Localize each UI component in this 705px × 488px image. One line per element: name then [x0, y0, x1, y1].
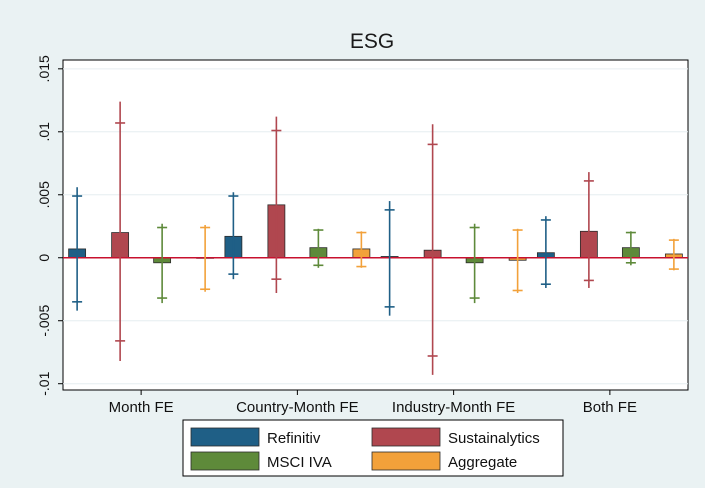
grid-lines	[63, 68, 688, 385]
legend-label: Aggregate	[448, 454, 517, 471]
legend-label: Sustainalytics	[448, 430, 540, 447]
legend-swatch	[190, 427, 260, 447]
x-tick-label: Industry-Month FE	[392, 399, 515, 416]
legend: Refinitiv Sustainalytics MSCI IVA Aggregate	[182, 419, 564, 477]
legend-swatch	[371, 427, 441, 447]
x-tick-label: Country-Month FE	[236, 399, 359, 416]
y-tick-label: -.005	[36, 305, 52, 337]
legend-label: Refinitiv	[267, 430, 321, 447]
x-axis: Month FE Country-Month FE Industry-Month F…	[109, 390, 637, 416]
y-tick-label: .015	[36, 55, 52, 82]
y-axis: .015 .01 .005 0 -.005 -.01	[36, 55, 63, 396]
error-bars	[72, 101, 679, 375]
chart-title: ESG	[350, 30, 394, 53]
plot-area	[62, 59, 689, 391]
y-tick-label: .005	[36, 181, 52, 208]
y-tick-label: -.01	[36, 371, 52, 395]
legend-swatch	[371, 451, 441, 471]
y-tick-label: .01	[36, 122, 52, 142]
x-tick-label: Month FE	[109, 399, 174, 416]
legend-label: MSCI IVA	[267, 454, 332, 471]
y-tick-label: 0	[36, 254, 52, 262]
x-tick-label: Both FE	[583, 399, 637, 416]
legend-swatch	[190, 451, 260, 471]
